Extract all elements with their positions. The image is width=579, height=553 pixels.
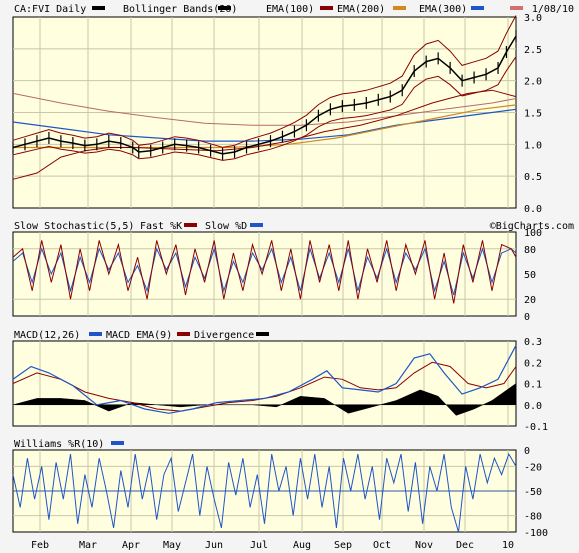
stoch-title: Slow Stochastic(5,5) [14,221,134,232]
month-label-oct: Oct [373,540,391,551]
month-label-aug: Aug [293,540,311,551]
stoch-fast-swatch [184,223,197,227]
macd-swatch [89,332,102,336]
stoch-tick-1: 80 [524,245,536,256]
month-label-mar: Mar [79,540,97,551]
price-tick-2: 2.0 [524,77,542,88]
legend-swatch-1 [218,6,231,10]
stoch-tick-4: 0 [524,312,530,323]
header-date: 1/08/10 [532,4,574,15]
legend-swatch-5 [510,6,523,10]
month-label-jul: Jul [250,540,268,551]
macd-tick-1: 0.2 [524,358,542,369]
williams-tick-1: -20 [524,462,542,473]
williams-swatch [111,441,124,445]
legend-label-2: EMA(100) [266,4,314,15]
macd-line [12,345,517,414]
bollinger-upper [12,15,517,148]
stoch-fast-line [12,240,517,304]
price-tick-1: 2.5 [524,45,542,56]
ema-pink-line [12,92,517,126]
legend-swatch-symbol [92,6,105,10]
price-tick-0: 3.0 [524,13,542,24]
month-label-may: May [163,540,181,551]
legend-label-3: EMA(200) [337,4,385,15]
price-tick-6: 0.0 [524,204,542,215]
month-label-feb: Feb [31,540,49,551]
macd-ema-label: MACD EMA(9) [106,330,172,341]
williams-tick-2: -50 [524,487,542,498]
month-label-jun: Jun [205,540,223,551]
stoch-tick-3: 20 [524,295,536,306]
month-label-sep: Sep [334,540,352,551]
legend-swatch-2 [320,6,333,10]
ema100-line [12,89,517,180]
price-line [12,35,517,155]
williams-tick-3: -80 [524,512,542,523]
williams-line [12,452,517,533]
panel-2-background [12,231,517,317]
legend-label-4: EMA(300) [419,4,467,15]
stoch-fast-label: Fast %K [140,221,182,232]
month-label-apr: Apr [122,540,140,551]
legend-swatch-4 [471,6,484,10]
macd-tick-0: 0.3 [524,337,542,348]
header-symbol: CA:FVI Daily [14,4,86,15]
price-tick-3: 1.5 [524,109,542,120]
month-label-10: 10 [502,540,514,551]
williams-tick-0: 0 [524,446,530,457]
macd-div-label: Divergence [194,330,254,341]
macd-signal-line [12,361,517,412]
stoch-tick-0: 100 [524,228,542,239]
price-tick-4: 1.0 [524,140,542,151]
macd-ema-swatch [177,332,190,336]
legend-label-1: Bollinger Bands(20) [123,4,237,15]
macd-tick-2: 0.1 [524,380,542,391]
macd-divergence-area [12,383,517,416]
macd-div-swatch [256,332,269,336]
williams-tick-4: -100 [524,528,548,539]
williams-title: Williams %R(10) [14,439,104,450]
panel-3-background [12,340,517,427]
month-label-dec: Dec [456,540,474,551]
legend-swatch-3 [393,6,406,10]
stoch-slow-line [12,246,517,296]
ema300-line [12,108,517,142]
watermark: ©BigCharts.com [490,221,574,232]
stoch-slow-label: Slow %D [205,221,247,232]
macd-title: MACD(12,26) [14,330,80,341]
bollinger-lower [12,56,517,161]
stoch-tick-2: 50 [524,270,536,281]
price-tick-5: 0.5 [524,172,542,183]
macd-tick-4: -0.1 [524,422,548,433]
stoch-slow-swatch [250,223,263,227]
month-label-nov: Nov [415,540,433,551]
macd-tick-3: 0.0 [524,401,542,412]
